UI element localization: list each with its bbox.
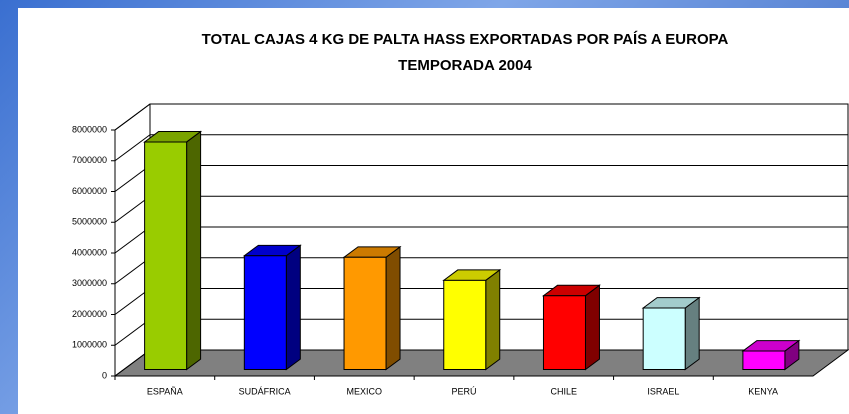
- bar: [143, 130, 203, 371]
- y-tick-label: 0: [102, 370, 107, 380]
- grid-line: [114, 134, 151, 162]
- bar: [442, 268, 502, 371]
- bar-side: [385, 245, 401, 371]
- bar: [342, 245, 402, 371]
- bar: [641, 296, 701, 371]
- x-tick-label: ESPAÑA: [147, 386, 183, 396]
- y-tick-label: 2000000: [72, 309, 107, 319]
- bar-front: [742, 350, 786, 370]
- x-tick-label: PERÚ: [451, 386, 476, 396]
- y-tick-label: 3000000: [72, 278, 107, 288]
- chart-title: TOTAL CAJAS 4 KG DE PALTA HASS EXPORTADA…: [202, 31, 729, 48]
- bar-front: [642, 307, 686, 370]
- x-tick-label: SUDÁFRICA: [239, 386, 291, 396]
- bar-front: [542, 295, 586, 370]
- bar-front: [144, 141, 188, 370]
- bar-side: [684, 296, 700, 371]
- bar: [741, 339, 801, 371]
- grid-line: [114, 103, 151, 131]
- x-tick-label: CHILE: [550, 386, 577, 396]
- y-tick-label: 5000000: [72, 217, 107, 227]
- bar-front: [243, 255, 287, 370]
- y-tick-label: 7000000: [72, 155, 107, 165]
- bar-side: [584, 284, 600, 371]
- y-tick-label: 8000000: [72, 124, 107, 134]
- bar: [541, 284, 601, 371]
- bar: [242, 244, 302, 371]
- y-tick-label: 4000000: [72, 247, 107, 257]
- y-tick-label: 6000000: [72, 186, 107, 196]
- x-tick-label: MEXICO: [347, 386, 383, 396]
- chart-title: TEMPORADA 2004: [398, 57, 532, 74]
- y-tick-label: 1000000: [72, 340, 107, 350]
- bar-side: [485, 268, 501, 371]
- bar-front: [343, 256, 387, 370]
- bar-front: [443, 279, 487, 370]
- x-tick-label: ISRAEL: [647, 386, 679, 396]
- bar-side: [186, 130, 202, 371]
- bar-side: [285, 244, 301, 371]
- x-tick-label: KENYA: [748, 386, 778, 396]
